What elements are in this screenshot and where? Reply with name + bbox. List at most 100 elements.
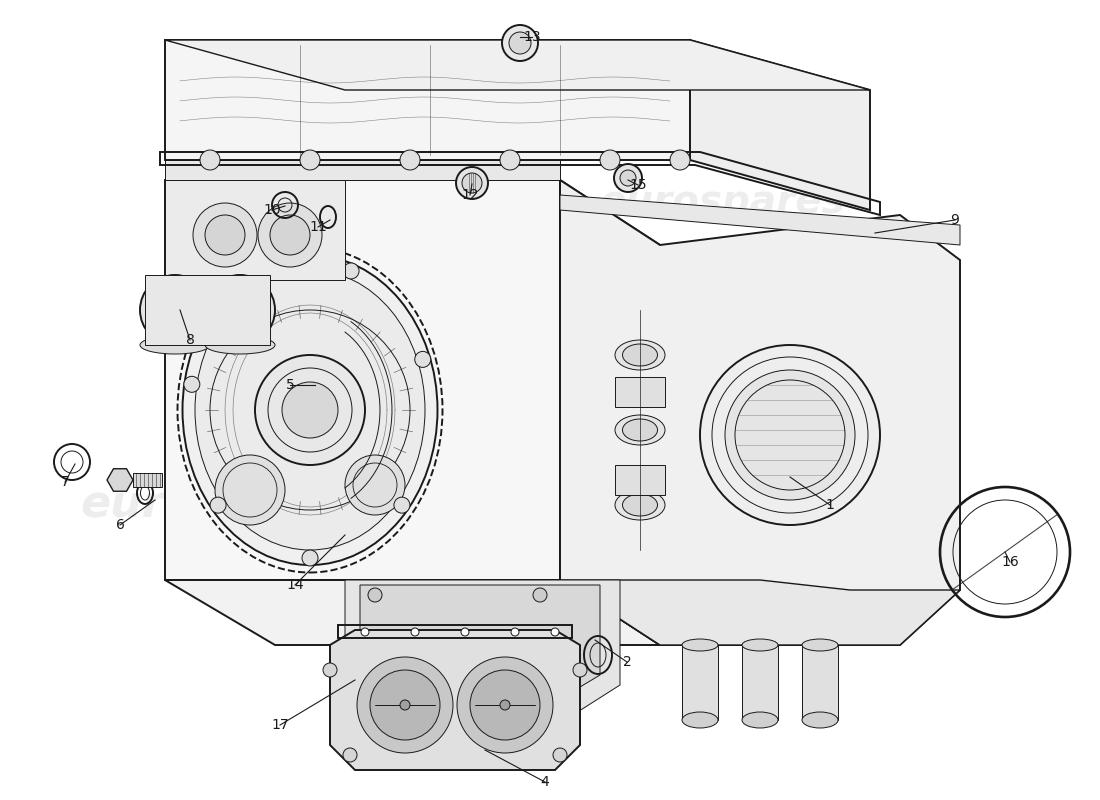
Circle shape — [502, 25, 538, 61]
Circle shape — [300, 150, 320, 170]
Circle shape — [456, 657, 553, 753]
Polygon shape — [345, 580, 620, 720]
Circle shape — [534, 588, 547, 602]
Ellipse shape — [615, 490, 666, 520]
Polygon shape — [560, 580, 960, 645]
Circle shape — [140, 275, 210, 345]
Circle shape — [368, 685, 382, 699]
Circle shape — [534, 685, 547, 699]
Circle shape — [214, 455, 285, 525]
Circle shape — [361, 628, 368, 636]
Polygon shape — [165, 40, 870, 90]
Ellipse shape — [742, 712, 778, 728]
Text: 9: 9 — [950, 213, 959, 227]
Text: eurospares: eurospares — [600, 183, 846, 221]
Circle shape — [553, 748, 566, 762]
Polygon shape — [560, 195, 960, 245]
Circle shape — [205, 275, 275, 345]
Polygon shape — [165, 180, 560, 580]
Polygon shape — [560, 180, 960, 645]
Circle shape — [700, 345, 880, 525]
Circle shape — [600, 150, 620, 170]
Text: 1: 1 — [826, 498, 835, 512]
Polygon shape — [165, 160, 560, 180]
Text: 8: 8 — [186, 333, 195, 347]
Ellipse shape — [615, 340, 666, 370]
Polygon shape — [682, 645, 718, 720]
Circle shape — [620, 170, 636, 186]
Circle shape — [302, 550, 318, 566]
Text: eurospares: eurospares — [490, 358, 771, 402]
Circle shape — [150, 285, 200, 335]
Text: 10: 10 — [263, 203, 280, 217]
Circle shape — [258, 203, 322, 267]
Ellipse shape — [682, 712, 718, 728]
Circle shape — [210, 497, 227, 513]
Circle shape — [500, 700, 510, 710]
Polygon shape — [615, 377, 666, 407]
Polygon shape — [145, 275, 270, 345]
Ellipse shape — [742, 639, 778, 651]
Polygon shape — [165, 180, 345, 280]
Circle shape — [345, 455, 405, 515]
Circle shape — [411, 628, 419, 636]
Circle shape — [614, 164, 642, 192]
Polygon shape — [133, 473, 162, 487]
Circle shape — [670, 150, 690, 170]
Circle shape — [282, 382, 338, 438]
Polygon shape — [165, 40, 690, 160]
Ellipse shape — [623, 419, 658, 441]
Circle shape — [573, 663, 587, 677]
Ellipse shape — [682, 639, 718, 651]
Text: 12: 12 — [461, 188, 478, 202]
Circle shape — [192, 203, 257, 267]
Circle shape — [394, 497, 410, 513]
Circle shape — [470, 670, 540, 740]
Circle shape — [200, 150, 220, 170]
Circle shape — [228, 298, 252, 322]
Text: 4: 4 — [540, 775, 549, 789]
Ellipse shape — [195, 270, 425, 550]
Polygon shape — [690, 40, 870, 210]
Ellipse shape — [802, 712, 838, 728]
Text: 5: 5 — [286, 378, 295, 392]
Circle shape — [163, 298, 187, 322]
Circle shape — [323, 663, 337, 677]
Polygon shape — [802, 645, 838, 720]
Ellipse shape — [623, 344, 658, 366]
Circle shape — [184, 376, 200, 392]
Text: 15: 15 — [629, 178, 647, 192]
Text: 7: 7 — [60, 475, 69, 489]
Circle shape — [400, 150, 420, 170]
Circle shape — [270, 215, 310, 255]
Text: 14: 14 — [286, 578, 304, 592]
Polygon shape — [560, 180, 660, 645]
Text: eurospares: eurospares — [80, 483, 362, 526]
Circle shape — [500, 150, 520, 170]
Circle shape — [205, 215, 245, 255]
Circle shape — [512, 628, 519, 636]
Ellipse shape — [615, 415, 666, 445]
Circle shape — [456, 167, 488, 199]
Text: 2: 2 — [623, 655, 631, 669]
Circle shape — [368, 588, 382, 602]
Circle shape — [551, 628, 559, 636]
Circle shape — [255, 355, 365, 465]
Circle shape — [725, 370, 855, 500]
Circle shape — [462, 173, 482, 193]
Ellipse shape — [802, 639, 838, 651]
Ellipse shape — [623, 494, 658, 516]
Circle shape — [509, 32, 531, 54]
Polygon shape — [742, 645, 778, 720]
Circle shape — [370, 670, 440, 740]
Circle shape — [343, 748, 358, 762]
Circle shape — [461, 628, 469, 636]
Polygon shape — [615, 465, 666, 495]
Circle shape — [400, 700, 410, 710]
Text: 17: 17 — [272, 718, 289, 732]
Polygon shape — [165, 580, 660, 645]
Circle shape — [214, 285, 265, 335]
Text: 13: 13 — [524, 30, 541, 44]
Text: 6: 6 — [116, 518, 124, 532]
Text: 11: 11 — [309, 220, 327, 234]
